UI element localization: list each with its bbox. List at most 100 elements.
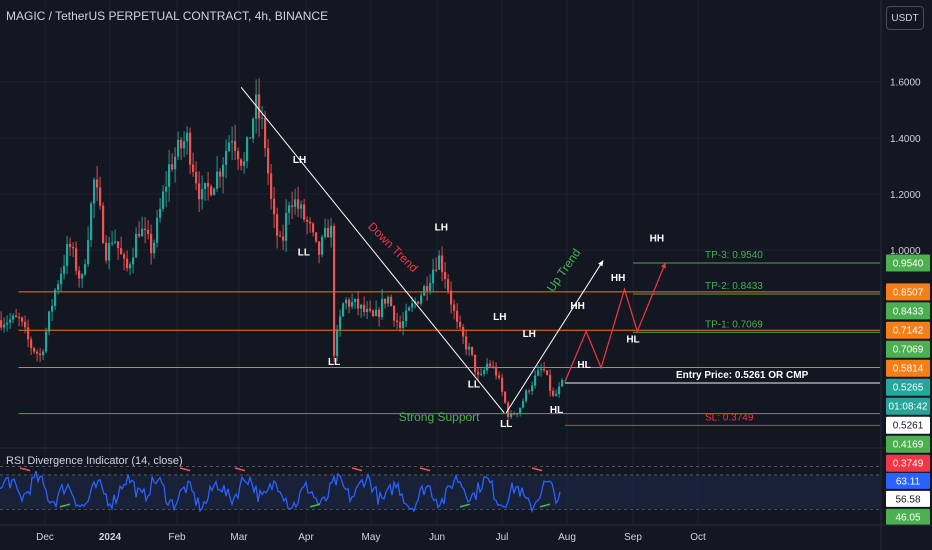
time-tick-label: Oct (690, 532, 706, 543)
candle-body (300, 204, 303, 209)
candle-body (516, 413, 519, 415)
candle-body (357, 298, 360, 309)
candle-body (468, 346, 471, 350)
level-label: TP-2: 0.8433 (705, 281, 763, 292)
candle-body (501, 377, 504, 392)
candle-body (117, 241, 120, 249)
candle-body (402, 321, 405, 328)
candle-body (261, 117, 264, 119)
trend-lines-layer[interactable] (240, 87, 667, 414)
candle-body (342, 303, 345, 317)
candle-body (498, 375, 501, 378)
candle-body (426, 286, 429, 291)
candle-body (132, 257, 135, 265)
time-tick-label: May (362, 532, 381, 543)
price-tick-label: 1.6000 (890, 78, 921, 89)
price-badge-label: 0.5261 (893, 421, 924, 432)
price-badge-label: 0.5814 (893, 364, 924, 375)
candle-body (471, 346, 474, 355)
rsi-divergence-mark (59, 503, 71, 508)
candle-body (396, 320, 399, 323)
candle-body (90, 203, 93, 241)
candles-layer[interactable] (0, 78, 564, 421)
annotation-label: LL (328, 357, 340, 368)
level-label: TP-1: 0.7069 (705, 319, 763, 330)
candle-body (321, 236, 324, 255)
rsi-value-badge (886, 508, 930, 525)
rsi-divergence-mark (351, 467, 363, 472)
price-badge (886, 340, 930, 358)
candle-body (33, 348, 36, 352)
candle-body (150, 233, 153, 254)
candle-body (249, 137, 252, 139)
candle-body (549, 374, 552, 391)
candle-body (126, 258, 129, 269)
rsi-divergence-mark (309, 503, 321, 508)
candle-body (135, 233, 138, 258)
candle-body (168, 164, 171, 187)
candle-body (252, 118, 255, 139)
candle-body (363, 304, 366, 312)
price-badge (886, 283, 930, 301)
level-label: SL: 0.3749 (705, 412, 754, 423)
price-badge (886, 302, 930, 320)
candle-body (51, 305, 54, 312)
price-badge-label: 0.7069 (893, 345, 924, 356)
candle-body (57, 284, 60, 290)
candle-body (177, 139, 180, 157)
candle-body (213, 188, 216, 196)
price-badge (886, 416, 930, 434)
candle-body (513, 413, 516, 415)
rsi-indicator-title: RSI Divergence Indicator (14, close) (6, 455, 183, 467)
time-tick-label: Jun (429, 532, 445, 543)
candle-body (537, 370, 540, 376)
candle-body (438, 255, 441, 270)
candle-body (441, 255, 444, 273)
candle-body (369, 308, 372, 311)
price-tick-label: 1.0000 (890, 246, 921, 257)
candle-body (201, 189, 204, 200)
candle-body (315, 232, 318, 242)
annotation-label: LL (298, 248, 310, 259)
time-tick-label: Apr (298, 532, 314, 543)
price-badge (886, 397, 930, 415)
candle-body (48, 311, 51, 332)
candle-body (504, 391, 507, 403)
candle-body (492, 366, 495, 368)
candle-body (147, 229, 150, 234)
candle-body (162, 191, 165, 209)
price-badge-label: 01:08:42 (889, 402, 928, 413)
candle-body (216, 171, 219, 189)
candle-body (120, 248, 123, 255)
candle-body (429, 283, 432, 291)
candle-body (546, 370, 549, 375)
candle-body (417, 301, 420, 304)
annotation-label: HH (570, 301, 584, 312)
candle-body (210, 186, 213, 196)
candle-body (96, 179, 99, 188)
candle-body (339, 316, 342, 330)
candle-body (456, 310, 459, 322)
annotation-label: LH (493, 312, 506, 323)
trend-line (505, 260, 604, 414)
candle-body (555, 394, 558, 396)
candle-body (480, 373, 483, 375)
candle-body (156, 217, 159, 243)
currency-button[interactable]: USDT (886, 6, 924, 30)
candle-body (159, 208, 162, 218)
candle-body (18, 317, 21, 319)
rsi-divergence-mark (19, 467, 31, 472)
candle-body (474, 354, 477, 372)
candle-body (246, 137, 249, 162)
candle-body (171, 164, 174, 170)
candle-body (240, 159, 243, 166)
time-tick-label: Sep (624, 532, 642, 543)
annotation-label: HL (626, 335, 639, 346)
price-tick-label: 1.4000 (890, 134, 921, 145)
candle-body (306, 219, 309, 222)
projection-arrowhead (661, 262, 666, 269)
